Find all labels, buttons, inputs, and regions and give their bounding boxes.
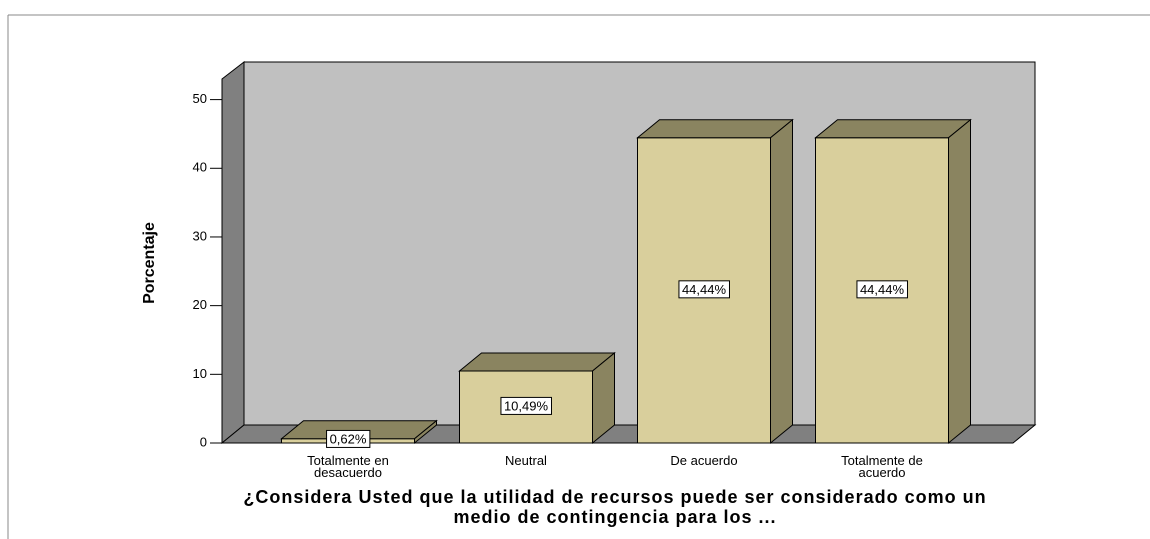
y-axis-title: Porcentaje <box>141 222 158 304</box>
y-tick-label: 50 <box>193 91 207 106</box>
bar-top <box>636 119 794 139</box>
y-tick-label: 20 <box>193 297 207 312</box>
value-label-box <box>856 280 908 299</box>
bar-side <box>414 419 437 445</box>
y-tick-label: 30 <box>193 228 207 243</box>
bar-top <box>814 119 972 139</box>
value-label: 10,49% <box>504 398 549 413</box>
y-tick-label: 10 <box>193 366 207 381</box>
bar-side <box>592 351 615 445</box>
left-wall <box>221 60 245 445</box>
x-axis-title: ¿Considera Usted que la utilidad de recu… <box>243 487 987 527</box>
value-label-box <box>326 429 371 448</box>
bar <box>815 137 949 444</box>
x-tick-label: De acuerdo <box>670 453 738 468</box>
value-label-box <box>500 396 552 415</box>
y-tick-label: 40 <box>193 160 207 175</box>
bar-side <box>948 118 971 445</box>
x-tick-label: Totalmente de acuerdo <box>841 453 923 480</box>
value-label: 44,44% <box>682 282 727 297</box>
bar-top <box>458 352 616 372</box>
y-tick-label: 0 <box>200 434 207 449</box>
value-label-box <box>678 280 730 299</box>
value-label: 44,44% <box>860 282 905 297</box>
x-tick-label: Totalmente en desacuerdo <box>307 453 389 480</box>
value-label: 0,62% <box>330 431 367 446</box>
x-tick-label: Neutral <box>505 453 547 468</box>
bar-side <box>770 118 793 445</box>
